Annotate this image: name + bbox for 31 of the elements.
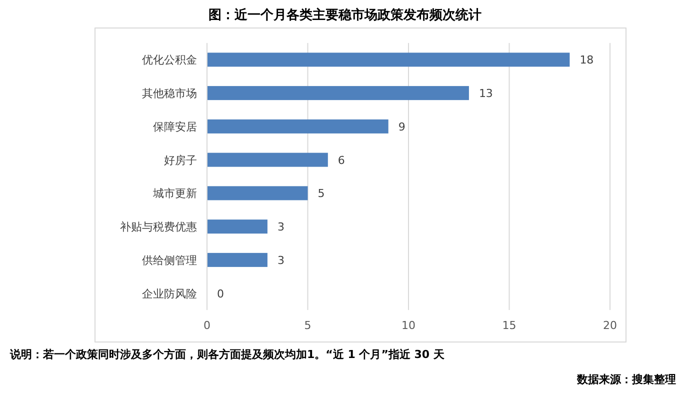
data-label: 18 — [580, 54, 594, 67]
data-label: 9 — [398, 120, 406, 134]
bar — [207, 252, 268, 267]
bar — [207, 220, 268, 234]
y-tick-label: 企业防风险 — [142, 287, 197, 300]
data-label: 13 — [478, 87, 493, 100]
data-label: 0 — [217, 287, 224, 300]
x-tick-label: 20 — [603, 319, 617, 332]
y-tick-label: 其他稳市场 — [142, 87, 197, 100]
bar — [207, 152, 328, 167]
x-tick-label: 15 — [502, 319, 516, 332]
data-label: 6 — [338, 154, 345, 167]
x-tick-label: 0 — [204, 319, 210, 332]
text: 说明：若一个政策同时涉及多个方面，则各方面提及频次均加1。“近 1 个月”指近 30 天 — [9, 348, 446, 361]
y-tick-label: 城市更新 — [152, 187, 197, 200]
bar — [207, 86, 469, 100]
bar — [207, 119, 388, 134]
y-tick-label: 优化公积金 — [142, 54, 197, 67]
data-label: 3 — [277, 220, 284, 234]
source-note: 数据来源：搜集整理 — [576, 373, 676, 386]
y-tick-label: 补贴与税费优惠 — [120, 220, 197, 234]
x-tick-label: 5 — [304, 319, 312, 332]
data-label: 5 — [318, 187, 325, 200]
y-tick-label: 保障安居 — [153, 120, 197, 134]
y-tick-label: 供给侧管理 — [142, 254, 197, 267]
chart-title: 图：近一个月各类主要稳市场政策发布频次统计 — [208, 7, 482, 23]
x-tick-label: 10 — [402, 319, 416, 332]
bar — [207, 186, 308, 200]
y-tick-label: 好房子 — [164, 154, 197, 167]
bar — [207, 52, 570, 67]
data-label: 3 — [277, 254, 284, 267]
